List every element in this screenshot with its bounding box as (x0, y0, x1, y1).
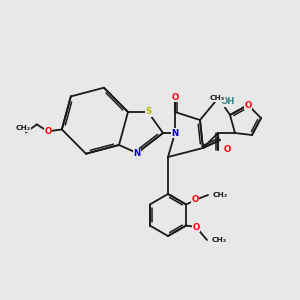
Text: S: S (146, 107, 152, 116)
Text: CH₃: CH₃ (213, 192, 228, 198)
Text: N: N (171, 128, 178, 137)
Text: O: O (171, 92, 178, 101)
Text: O: O (191, 196, 199, 205)
Text: CH₂: CH₂ (15, 125, 30, 131)
Text: O: O (44, 127, 52, 136)
Text: N: N (134, 149, 141, 158)
Text: O: O (224, 146, 231, 154)
Text: OH: OH (221, 98, 236, 106)
Text: CH₃: CH₃ (209, 95, 225, 101)
Text: O: O (192, 223, 200, 232)
Text: CH₃: CH₃ (212, 237, 227, 243)
Text: O: O (244, 100, 252, 109)
